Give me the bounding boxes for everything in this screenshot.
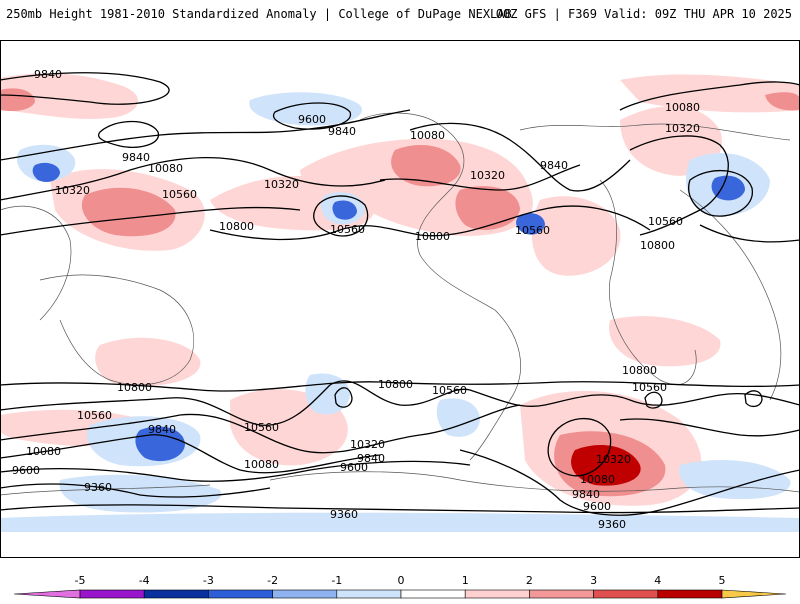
colorbar-ticks: -5 -4 -3 -2 -1 0 1 2 3 4 5 bbox=[75, 574, 726, 587]
contour-label: 9840 bbox=[122, 151, 150, 164]
contour-label: 9600 bbox=[340, 461, 368, 474]
contour-label: 10320 bbox=[665, 122, 700, 135]
contour-label: 10560 bbox=[648, 215, 683, 228]
contour-label: 10800 bbox=[640, 239, 675, 252]
positive-anomaly-area bbox=[609, 316, 721, 367]
map-svg: 9840 9600 9840 10080 10320 9840 10080 10… bbox=[0, 40, 800, 558]
colorbar-svg: -5 -4 -3 -2 -1 0 1 2 3 4 5 bbox=[13, 574, 787, 599]
negative-anomaly-area bbox=[305, 373, 350, 415]
colorbar-tick-label: -4 bbox=[139, 574, 150, 587]
contour-label: 9600 bbox=[583, 500, 611, 513]
colorbar-segment bbox=[208, 589, 273, 599]
positive-anomaly-core bbox=[765, 92, 800, 111]
contour-label: 10560 bbox=[244, 421, 279, 434]
contour-label: 10080 bbox=[580, 473, 615, 486]
colorbar-segment bbox=[464, 589, 530, 599]
contour-label: 10080 bbox=[410, 129, 445, 142]
positive-anomaly-core bbox=[455, 186, 520, 230]
contour-label: 10800 bbox=[622, 364, 657, 377]
contour-label: 9840 bbox=[328, 125, 356, 138]
contour-label: 10800 bbox=[415, 230, 450, 243]
contour-label: 10080 bbox=[665, 101, 700, 114]
negative-anomaly-core bbox=[32, 162, 60, 182]
contour-label: 9360 bbox=[330, 508, 358, 521]
colorbar-tick-label: 5 bbox=[719, 574, 726, 587]
colorbar-left-arrow bbox=[13, 589, 81, 599]
contour-label: 10320 bbox=[596, 453, 631, 466]
colorbar-segment bbox=[143, 589, 209, 599]
negative-anomaly-area bbox=[436, 398, 480, 437]
contour-label: 10080 bbox=[26, 445, 61, 458]
colorbar-tick-label: 0 bbox=[398, 574, 405, 587]
colorbar-tick-label: 2 bbox=[526, 574, 533, 587]
coastlines bbox=[0, 112, 800, 496]
colorbar-tick-label: 1 bbox=[462, 574, 469, 587]
height-contours bbox=[0, 72, 800, 516]
colorbar-tick-label: -2 bbox=[267, 574, 278, 587]
positive-anomaly-area bbox=[95, 337, 201, 387]
contour-label: 10320 bbox=[470, 169, 505, 182]
colorbar-tick-label: -1 bbox=[331, 574, 342, 587]
contour-label: 10800 bbox=[219, 220, 254, 233]
contour-label: 10560 bbox=[515, 224, 550, 237]
contour-label: 10800 bbox=[378, 378, 413, 391]
contour-label: 9840 bbox=[34, 68, 62, 81]
map-title: 250mb Height 1981-2010 Standardized Anom… bbox=[6, 7, 512, 21]
contour-label: 10080 bbox=[148, 162, 183, 175]
colorbar-segments bbox=[13, 589, 787, 599]
negative-anomaly-area bbox=[0, 512, 800, 532]
colorbar-segment bbox=[529, 589, 594, 599]
contour-label: 10320 bbox=[55, 184, 90, 197]
negative-anomaly-area bbox=[679, 460, 791, 500]
colorbar-tick-label: -5 bbox=[75, 574, 86, 587]
contour-label: 9840 bbox=[357, 452, 385, 465]
contour-label: 10560 bbox=[432, 384, 467, 397]
negative-anomaly-core bbox=[711, 175, 745, 201]
colorbar-segment bbox=[400, 589, 466, 599]
positive-anomaly-core bbox=[81, 187, 176, 237]
colorbar-segment bbox=[272, 589, 338, 599]
colorbar-segment bbox=[79, 589, 145, 599]
negative-anomaly-area bbox=[249, 92, 362, 126]
colorbar-tick-label: -3 bbox=[203, 574, 214, 587]
contour-label: 9600 bbox=[12, 464, 40, 477]
colorbar-right-arrow bbox=[721, 589, 787, 599]
colorbar-segment bbox=[336, 589, 402, 599]
positive-anomaly-area bbox=[620, 74, 800, 113]
header: 250mb Height 1981-2010 Standardized Anom… bbox=[0, 0, 800, 30]
colorbar-segment bbox=[657, 589, 723, 599]
weather-map: 9840 9600 9840 10080 10320 9840 10080 10… bbox=[0, 40, 800, 558]
colorbar-tick-label: 3 bbox=[590, 574, 597, 587]
contour-label: 10560 bbox=[330, 223, 365, 236]
positive-anomaly-area bbox=[531, 196, 621, 276]
contour-label: 9840 bbox=[572, 488, 600, 501]
contour-label: 10560 bbox=[632, 381, 667, 394]
contour-label: 10800 bbox=[117, 381, 152, 394]
contour-label: 10560 bbox=[77, 409, 112, 422]
negative-anomaly-core bbox=[332, 200, 357, 220]
contour-label: 9360 bbox=[598, 518, 626, 531]
positive-anomaly-core bbox=[391, 145, 461, 187]
colorbar-segment bbox=[593, 589, 659, 599]
contour-label: 9840 bbox=[540, 159, 568, 172]
model-valid-time: 00Z GFS | F369 Valid: 09Z THU APR 10 202… bbox=[495, 7, 792, 21]
contour-label: 9840 bbox=[148, 423, 176, 436]
negative-anomaly-core bbox=[516, 213, 545, 235]
contour-label: 10080 bbox=[244, 458, 279, 471]
contour-label: 9360 bbox=[84, 481, 112, 494]
contour-label: 9600 bbox=[298, 113, 326, 126]
positive-anomaly-peak bbox=[571, 445, 641, 486]
positive-anomaly-core bbox=[0, 88, 35, 112]
contour-label: 10320 bbox=[264, 178, 299, 191]
anomaly-colorbar: -5 -4 -3 -2 -1 0 1 2 3 4 5 bbox=[0, 566, 800, 600]
contour-labels: 9840 9600 9840 10080 10320 9840 10080 10… bbox=[12, 68, 700, 531]
positive-anomaly-area bbox=[0, 73, 139, 119]
contour-label: 10560 bbox=[162, 188, 197, 201]
negative-anomaly-area bbox=[59, 474, 222, 513]
colorbar-tick-label: 4 bbox=[654, 574, 661, 587]
contour-label: 10320 bbox=[350, 438, 385, 451]
anomaly-shading bbox=[0, 73, 800, 532]
